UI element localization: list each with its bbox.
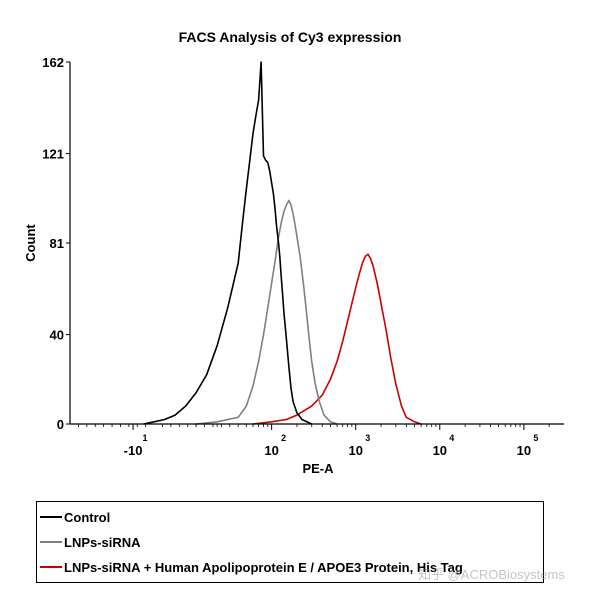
series-line-1 [196,199,338,425]
series-line-0 [143,61,313,425]
x-tick-exponent: 4 [449,433,454,443]
legend-swatch-lnps-sirna-apoe3 [40,566,62,568]
x-tick-exponent: 2 [281,433,286,443]
series-line-2 [252,253,422,425]
chart-title: FACS Analysis of Cy3 expression [179,29,402,45]
watermark-text: 知乎 @ACROBiosystems [418,567,565,582]
x-tick-exponent: 5 [533,433,538,443]
x-axis-label: PE-A [302,461,334,476]
legend-item-lnps-sirna: LNPs-siRNA [37,531,543,553]
legend-item-control: Control [37,506,543,528]
x-tick-label: 10 [517,443,531,458]
y-tick-label: 40 [50,328,64,343]
y-tick-label: 121 [42,147,64,162]
legend-swatch-lnps-sirna [40,541,62,543]
x-tick-exponent: 1 [143,433,148,443]
x-tick-label: -10 [124,443,143,458]
legend-label-lnps-sirna: LNPs-siRNA [64,534,141,550]
x-tick-label: 10 [264,443,278,458]
legend-label-control: Control [64,509,111,525]
x-tick-label: 10 [348,443,362,458]
legend-swatch-control [40,516,62,518]
y-tick-label: 162 [42,55,64,70]
x-tick-exponent: 3 [365,433,370,443]
facs-histogram-chart: FACS Analysis of Cy3 expression Count PE… [23,29,564,476]
legend-label-lnps-sirna-apoe3: LNPs-siRNA + Human Apolipoprotein E / AP… [64,559,463,575]
legend-item-lnps-sirna-apoe3: LNPs-siRNA + Human Apolipoprotein E / AP… [37,556,543,578]
y-tick-label: 0 [57,417,64,432]
y-tick-label: 81 [50,236,64,251]
x-tick-label: 10 [433,443,447,458]
chart-legend: Control LNPs-siRNA LNPs-siRNA + Human Ap… [36,501,544,583]
y-axis-label: Count [23,224,38,262]
